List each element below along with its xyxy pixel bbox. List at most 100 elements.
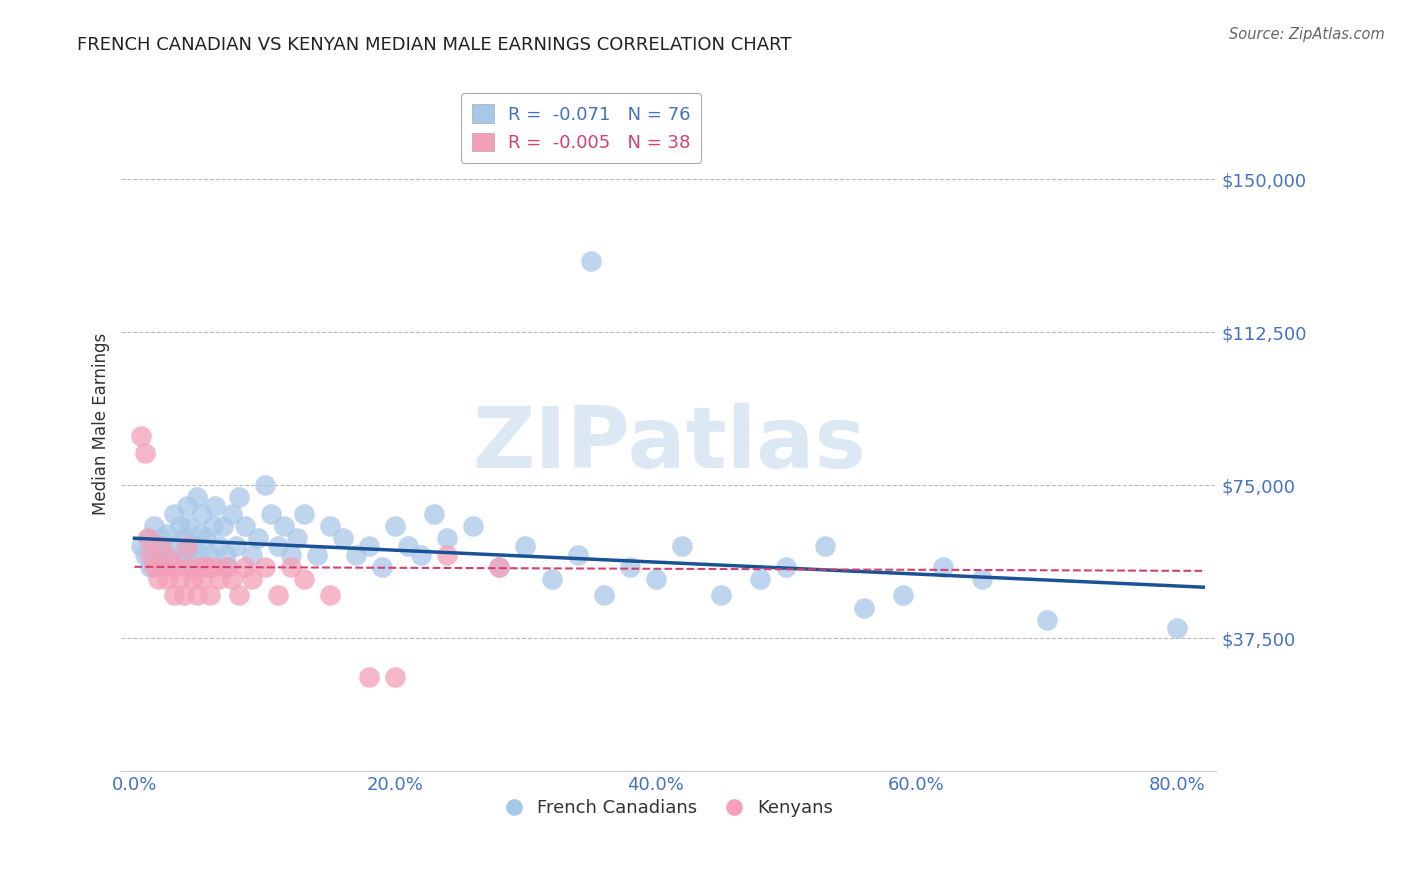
Point <box>253 559 276 574</box>
Point <box>384 519 406 533</box>
Point <box>136 531 159 545</box>
Point <box>423 507 446 521</box>
Point <box>305 548 328 562</box>
Point <box>853 600 876 615</box>
Point <box>273 519 295 533</box>
Point <box>240 548 263 562</box>
Point <box>228 491 250 505</box>
Point <box>173 531 195 545</box>
Point <box>169 572 191 586</box>
Y-axis label: Median Male Earnings: Median Male Earnings <box>93 333 110 516</box>
Legend: French Canadians, Kenyans: French Canadians, Kenyans <box>498 791 841 824</box>
Point <box>267 540 290 554</box>
Point <box>488 559 510 574</box>
Point <box>260 507 283 521</box>
Point <box>221 507 243 521</box>
Point <box>411 548 433 562</box>
Point <box>186 491 208 505</box>
Point <box>931 559 953 574</box>
Point <box>176 548 198 562</box>
Point <box>191 507 214 521</box>
Point <box>173 588 195 602</box>
Point <box>191 572 214 586</box>
Point <box>143 519 166 533</box>
Point <box>201 519 224 533</box>
Point <box>146 572 169 586</box>
Point <box>176 499 198 513</box>
Point <box>146 548 169 562</box>
Point <box>204 499 226 513</box>
Point <box>592 588 614 602</box>
Point <box>371 559 394 574</box>
Point <box>319 519 342 533</box>
Point <box>139 559 162 574</box>
Point <box>160 551 183 566</box>
Point <box>749 572 772 586</box>
Point <box>208 572 231 586</box>
Point <box>775 559 797 574</box>
Point <box>280 548 302 562</box>
Point <box>671 540 693 554</box>
Point <box>240 572 263 586</box>
Point <box>710 588 733 602</box>
Point <box>1166 621 1188 635</box>
Point <box>160 559 183 574</box>
Point <box>215 548 238 562</box>
Point <box>156 527 179 541</box>
Point <box>579 254 602 268</box>
Point <box>247 531 270 545</box>
Point <box>156 572 179 586</box>
Point <box>179 519 201 533</box>
Point <box>129 429 152 443</box>
Point <box>567 548 589 562</box>
Point <box>292 507 315 521</box>
Point <box>436 548 458 562</box>
Point <box>139 548 162 562</box>
Point <box>253 478 276 492</box>
Text: FRENCH CANADIAN VS KENYAN MEDIAN MALE EARNINGS CORRELATION CHART: FRENCH CANADIAN VS KENYAN MEDIAN MALE EA… <box>77 36 792 54</box>
Point <box>134 548 156 562</box>
Point <box>188 559 211 574</box>
Point <box>319 588 342 602</box>
Point <box>215 559 238 574</box>
Point <box>169 548 191 562</box>
Point <box>814 540 837 554</box>
Point <box>280 559 302 574</box>
Point <box>292 572 315 586</box>
Point <box>540 572 562 586</box>
Point <box>149 531 172 545</box>
Point <box>165 540 187 554</box>
Point <box>169 519 191 533</box>
Point <box>287 531 309 545</box>
Point <box>488 559 510 574</box>
Point <box>515 540 537 554</box>
Point <box>136 531 159 545</box>
Point <box>217 559 239 574</box>
Point <box>359 670 381 684</box>
Point <box>644 572 666 586</box>
Point <box>181 559 204 574</box>
Point <box>181 572 204 586</box>
Text: Source: ZipAtlas.com: Source: ZipAtlas.com <box>1229 27 1385 42</box>
Point <box>188 527 211 541</box>
Point <box>134 445 156 459</box>
Point <box>619 559 641 574</box>
Point <box>463 519 485 533</box>
Point <box>143 559 166 574</box>
Point <box>198 588 221 602</box>
Point <box>970 572 993 586</box>
Text: ZIPatlas: ZIPatlas <box>472 403 866 486</box>
Point <box>129 540 152 554</box>
Point <box>212 519 235 533</box>
Point <box>176 540 198 554</box>
Point <box>893 588 915 602</box>
Point <box>181 540 204 554</box>
Point <box>198 548 221 562</box>
Point <box>162 588 184 602</box>
Point <box>396 540 419 554</box>
Point <box>233 519 256 533</box>
Point <box>188 548 211 562</box>
Point <box>162 507 184 521</box>
Point <box>156 551 179 566</box>
Point <box>195 531 218 545</box>
